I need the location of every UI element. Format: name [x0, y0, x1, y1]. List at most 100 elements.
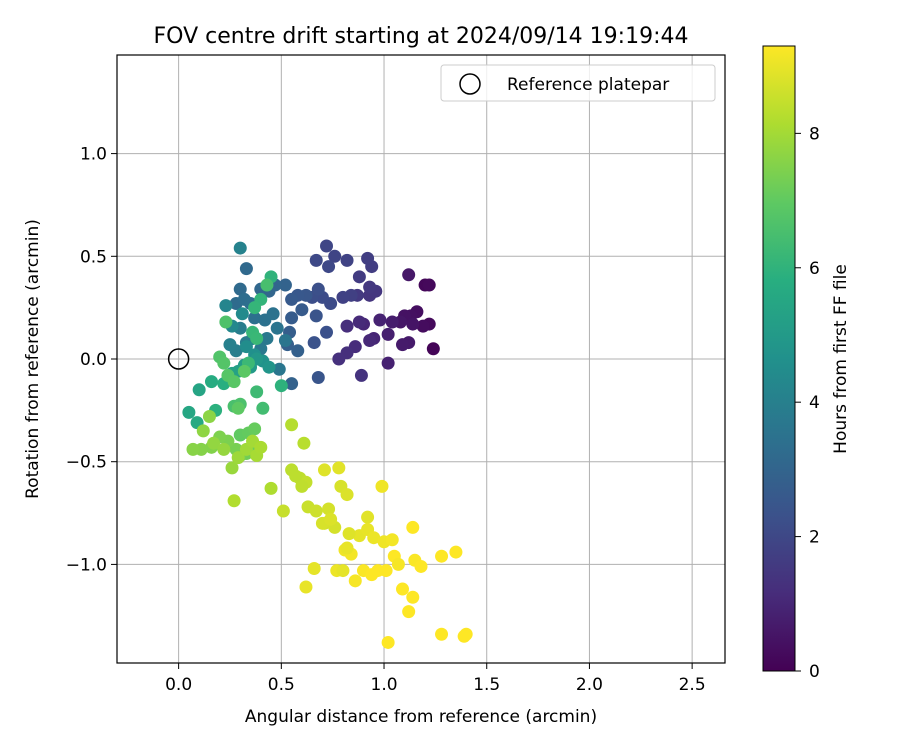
- scatter-point: [340, 541, 354, 555]
- scatter-point: [239, 340, 253, 354]
- scatter-point: [416, 319, 430, 333]
- colorbar: 0 2 4 6 8 Hours from first FF file: [762, 45, 851, 682]
- x-tick-label: 0.0: [165, 675, 192, 695]
- x-tick-label: 1.0: [371, 675, 398, 695]
- y-axis-label: Rotation from reference (arcmin): [23, 219, 43, 499]
- colorbar-label: Hours from first FF file: [831, 264, 851, 454]
- x-tick-label: 1.5: [473, 675, 500, 695]
- scatter-point: [223, 338, 237, 352]
- scatter-point: [196, 424, 210, 438]
- scatter-point: [406, 520, 420, 534]
- scatter-point: [297, 436, 311, 450]
- scatter-point: [231, 451, 245, 465]
- scatter-point: [186, 442, 200, 456]
- scatter-point: [182, 405, 196, 419]
- reference-marker: [167, 348, 190, 370]
- scatter-point: [414, 559, 428, 573]
- scatter-point: [309, 309, 323, 323]
- scatter-point: [237, 364, 251, 378]
- scatter-point: [266, 307, 280, 321]
- data-points: [182, 239, 473, 649]
- x-axis-label: Angular distance from reference (arcmin): [245, 707, 597, 727]
- scatter-point: [192, 383, 206, 397]
- scatter-point: [256, 401, 270, 415]
- x-axis-ticks: 0.0 0.5 1.0 1.5 2.0 2.5: [165, 663, 706, 695]
- scatter-point: [396, 582, 410, 596]
- scatter-point: [379, 564, 393, 578]
- scatter-point: [385, 533, 399, 547]
- scatter-point: [322, 260, 336, 274]
- colorbar-tick-label: 4: [809, 393, 820, 413]
- scatter-point: [375, 479, 389, 493]
- scatter-point: [250, 385, 264, 399]
- scatter-point: [361, 251, 375, 265]
- scatter-point: [233, 282, 247, 296]
- colorbar-tick-label: 0: [809, 662, 820, 682]
- colorbar-tick-label: 8: [809, 124, 820, 144]
- scatter-point: [260, 331, 274, 345]
- x-tick-label: 2.0: [576, 675, 603, 695]
- scatter-point: [307, 336, 321, 350]
- scatter-point: [274, 379, 288, 393]
- scatter-point: [332, 352, 346, 366]
- scatter-point: [435, 627, 449, 641]
- scatter-point: [291, 344, 305, 358]
- scatter-point: [204, 375, 218, 389]
- scatter-point: [373, 313, 387, 327]
- scatter-point: [219, 299, 233, 313]
- scatter-point: [235, 307, 249, 321]
- scatter-point: [324, 512, 338, 526]
- scatter-point: [311, 370, 325, 384]
- scatter-point: [381, 356, 395, 370]
- scatter-point: [309, 253, 323, 267]
- scatter-point: [285, 292, 299, 306]
- scatter-point: [322, 502, 336, 516]
- scatter-point: [254, 440, 268, 454]
- scatter-point: [317, 463, 331, 477]
- scatter-point: [233, 241, 247, 255]
- scatter-point: [363, 334, 377, 348]
- scatter-point: [320, 325, 334, 339]
- scatter-point: [285, 418, 299, 432]
- scatter-point: [406, 590, 420, 604]
- scatter-point: [227, 494, 241, 508]
- scatter-point: [336, 290, 350, 304]
- scatter-point: [250, 331, 264, 345]
- scatter-point: [336, 564, 350, 578]
- scatter-point: [354, 368, 368, 382]
- scatter-point: [348, 574, 362, 588]
- y-axis-ticks: −1.0 −0.5 0.0 0.5 1.0: [66, 145, 117, 575]
- scatter-point: [227, 375, 241, 389]
- scatter-point: [272, 362, 286, 376]
- colorbar-tick-label: 6: [809, 259, 820, 279]
- reference-platepar-marker: [167, 348, 190, 370]
- scatter-point: [278, 278, 292, 292]
- scatter-point: [239, 262, 253, 276]
- scatter-point: [320, 239, 334, 253]
- scatter-point: [217, 356, 231, 370]
- scatter-point: [385, 315, 399, 329]
- scatter-point: [342, 527, 356, 541]
- scatter-point: [270, 321, 284, 335]
- scatter-point: [367, 531, 381, 545]
- colorbar-ticks: 0 2 4 6 8: [795, 124, 820, 682]
- scatter-point: [426, 342, 440, 356]
- scatter-point: [311, 282, 325, 296]
- scatter-point: [276, 504, 290, 518]
- y-tick-label: −1.0: [66, 555, 107, 575]
- colorbar-gradient: [762, 45, 796, 672]
- scatter-point: [396, 338, 410, 352]
- scatter-point: [391, 557, 405, 571]
- scatter-point: [381, 327, 395, 341]
- scatter-point: [264, 481, 278, 495]
- scatter-point: [202, 410, 216, 424]
- scatter-point: [402, 268, 416, 282]
- scatter-point: [278, 334, 292, 348]
- legend-box: [440, 64, 716, 102]
- scatter-point: [361, 510, 375, 524]
- scatter-point: [248, 311, 262, 325]
- scatter-point: [402, 605, 416, 619]
- scatter-point: [299, 580, 313, 594]
- y-tick-label: 1.0: [80, 145, 107, 165]
- scatter-point: [422, 278, 436, 292]
